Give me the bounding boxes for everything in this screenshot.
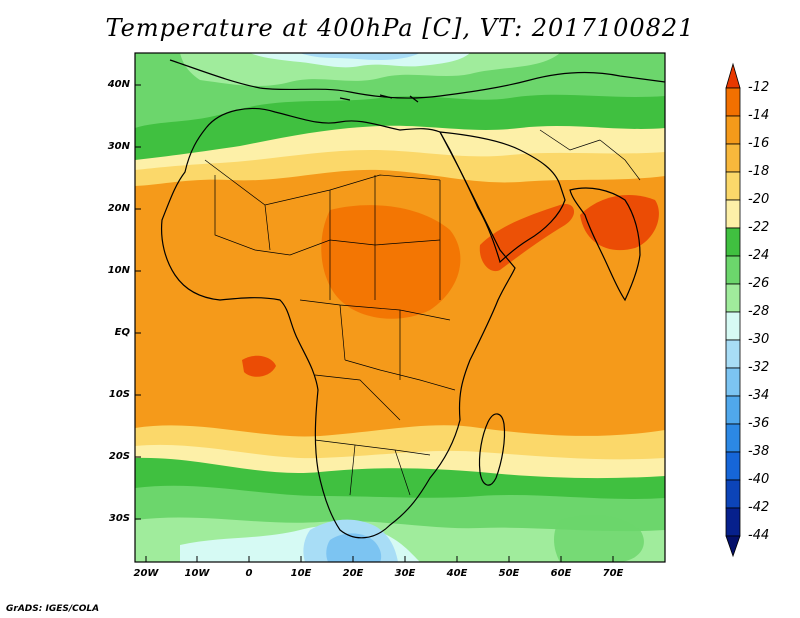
colorbar-swatch: [725, 255, 741, 285]
lon-label-70e: 70E: [602, 568, 624, 579]
colorbar-swatch: [725, 115, 741, 145]
colorbar-swatch: [725, 62, 741, 89]
colorbar-swatch: [725, 535, 741, 558]
colorbar-swatch: [725, 451, 741, 481]
lat-label-eq: EQ: [114, 327, 130, 338]
field-southeast-green: [554, 514, 644, 562]
footer-credit: GrADS: IGES/COLA: [6, 604, 100, 614]
field-north-blue: [300, 53, 420, 60]
lon-label-10e: 10E: [290, 568, 312, 579]
colorbar-label: -20: [748, 192, 770, 207]
colorbar-label: -12: [748, 80, 770, 95]
madagascar-coastline: [478, 413, 506, 486]
colorbar-swatch: [725, 507, 741, 537]
colorbar-label: -22: [748, 220, 770, 235]
lon-label-30e: 30E: [394, 568, 416, 579]
mediterranean-islands: [339, 94, 419, 103]
lat-label-40n: 40N: [107, 79, 130, 90]
lon-ticks: [145, 556, 614, 562]
colorbar-label: -42: [748, 500, 770, 515]
arabia-coastline: [438, 131, 566, 264]
colorbar-label: -24: [748, 248, 770, 263]
lat-label-30s: 30S: [108, 513, 130, 524]
coastlines: [160, 59, 665, 539]
colorbar-swatch: [725, 311, 741, 341]
field-north-lightgreen: [180, 53, 560, 86]
colorbar-label: -44: [748, 528, 770, 543]
colorbar-label: -16: [748, 136, 770, 151]
lon-label-40e: 40E: [446, 568, 468, 579]
country-borders: [204, 129, 641, 496]
africa-coastline: [160, 107, 516, 539]
colorbar-label: -38: [748, 444, 770, 459]
colorbar-label: -36: [748, 416, 770, 431]
colorbar-swatch: [725, 199, 741, 229]
colorbar-swatch: [725, 395, 741, 425]
field-atlantic-red: [242, 355, 276, 377]
colorbar: [725, 62, 741, 558]
colorbar-swatch: [725, 479, 741, 509]
colorbar-swatch: [725, 283, 741, 313]
lon-label-50e: 50E: [498, 568, 520, 579]
colorbar-label: -40: [748, 472, 770, 487]
europe-coastline: [169, 59, 665, 99]
colorbar-swatch: [725, 87, 741, 117]
colorbar-label: -26: [748, 276, 770, 291]
lon-label-60e: 60E: [550, 568, 572, 579]
field-south-darkblue: [326, 533, 382, 562]
lat-label-20n: 20N: [107, 203, 130, 214]
field-central-orange: [321, 205, 461, 319]
colorbar-label: -32: [748, 360, 770, 375]
temperature-field: [135, 53, 665, 562]
field-north-cyan: [250, 53, 470, 68]
colorbar-swatch: [725, 143, 741, 173]
colorbar-swatch: [725, 423, 741, 453]
lon-label-10w: 10W: [184, 568, 210, 579]
lat-label-30n: 30N: [107, 141, 130, 152]
colorbar-label: -14: [748, 108, 770, 123]
lon-label-0: 0: [245, 568, 253, 579]
map-title: Temperature at 400hPa [C], VT: 201710082…: [105, 14, 695, 42]
colorbar-label: -28: [748, 304, 770, 319]
colorbar-label: -34: [748, 388, 770, 403]
colorbar-label: -18: [748, 164, 770, 179]
lat-ticks: [135, 84, 141, 520]
map-frame: [134, 52, 666, 563]
lat-label-20s: 20S: [108, 451, 130, 462]
lat-label-10n: 10N: [107, 265, 130, 276]
lon-label-20w: 20W: [133, 568, 159, 579]
lat-label-10s: 10S: [108, 389, 130, 400]
colorbar-label: -30: [748, 332, 770, 347]
colorbar-swatch: [725, 171, 741, 201]
colorbar-swatch: [725, 339, 741, 369]
india-coastline: [569, 187, 641, 302]
colorbar-swatch: [725, 227, 741, 257]
colorbar-swatch: [725, 367, 741, 397]
lon-label-20e: 20E: [342, 568, 364, 579]
